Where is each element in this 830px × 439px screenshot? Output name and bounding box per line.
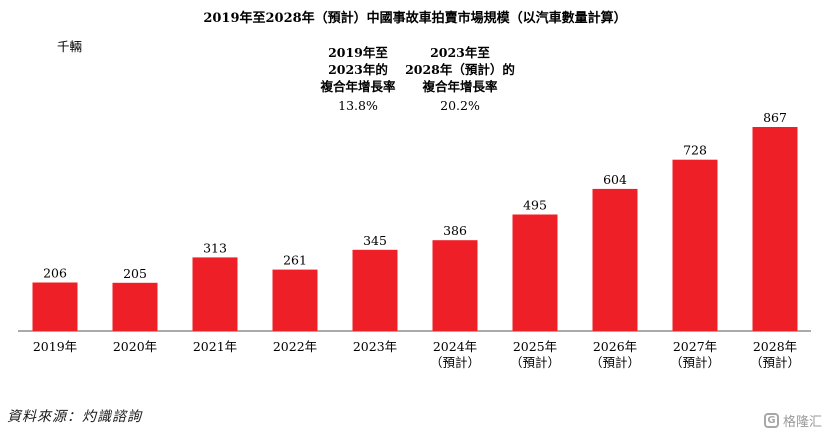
cagr-heading-1-1: 2028年（預計）的 [405,62,515,77]
cagr-heading-1-2: 複合年增長率 [421,79,498,94]
value-label-6: 495 [523,198,547,213]
x-tick-label-5-1: （預計） [430,355,480,370]
value-label-3: 261 [283,253,307,268]
cagr-heading-0-2: 複合年增長率 [319,79,396,94]
bar-6 [512,214,558,331]
cagr-annotations: 2019年至2023年的複合年增長率13.8%2023年至2028年（預計）的複… [319,45,514,113]
x-tick-label-3-0: 2022年 [273,339,317,354]
bar-3 [272,269,318,331]
x-tick-label-0-0: 2019年 [33,339,77,354]
bar-7 [592,188,638,331]
cagr-heading-1-0: 2023年至 [430,45,490,60]
value-label-9: 867 [763,110,787,125]
bar-5 [432,240,478,331]
value-labels-group: 206 205 313 261 345 386 495 604 728 867 [43,110,787,281]
x-tick-label-4-0: 2023年 [353,339,397,354]
bar-0 [32,282,78,331]
unit-label: 千輛 [57,39,82,54]
x-tick-label-9-0: 2028年 [753,339,797,354]
watermark-logo-icon: G [763,413,779,428]
x-tick-label-8-0: 2027年 [673,339,717,354]
x-tick-label-7-1: （預計） [590,355,640,370]
value-label-5: 386 [443,223,467,238]
watermark: G 格隆汇 [763,411,822,430]
value-label-1: 205 [123,266,147,281]
bar-1 [112,282,158,331]
bar-2 [192,257,238,331]
cagr-value-0: 13.8% [338,98,378,113]
x-tick-label-7-0: 2026年 [593,339,637,354]
source-note: 資料來源：灼識諮詢 [7,409,142,425]
bar-chart: 2019年至2028年（預計）中國事故車拍賣市場規模（以汽車數量計算） 千輛 2… [18,10,811,370]
bars-group [32,127,798,331]
value-label-7: 604 [603,172,627,187]
value-label-2: 313 [203,240,227,255]
value-label-0: 206 [43,266,67,281]
x-tick-label-1-0: 2020年 [113,339,157,354]
cagr-heading-0-0: 2019年至 [328,45,388,60]
x-tick-labels-group: 2019年 2020年 2021年 2022年 2023年 2024年（預計）2025年（… [33,339,800,370]
watermark-text: 格隆汇 [782,415,822,430]
cagr-heading-0-1: 2023年的 [328,62,388,77]
value-label-4: 345 [363,233,387,248]
bar-4 [352,249,398,331]
x-tick-label-6-0: 2025年 [513,339,557,354]
chart-title: 2019年至2028年（預計）中國事故車拍賣市場規模（以汽車數量計算） [203,10,626,26]
bar-9 [752,127,798,331]
bar-8 [672,159,718,331]
cagr-value-1: 20.2% [440,98,480,113]
x-tick-label-9-1: （預計） [750,355,800,370]
x-tick-label-5-0: 2024年 [433,339,477,354]
x-tick-label-2-0: 2021年 [193,339,237,354]
value-label-8: 728 [683,143,707,158]
x-tick-label-8-1: （預計） [670,355,720,370]
x-tick-label-6-1: （預計） [510,355,560,370]
